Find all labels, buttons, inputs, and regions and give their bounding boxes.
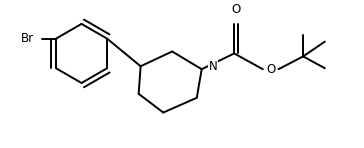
- Text: Br: Br: [21, 32, 34, 45]
- Text: N: N: [209, 60, 217, 73]
- Text: O: O: [266, 63, 275, 76]
- Text: O: O: [232, 3, 241, 16]
